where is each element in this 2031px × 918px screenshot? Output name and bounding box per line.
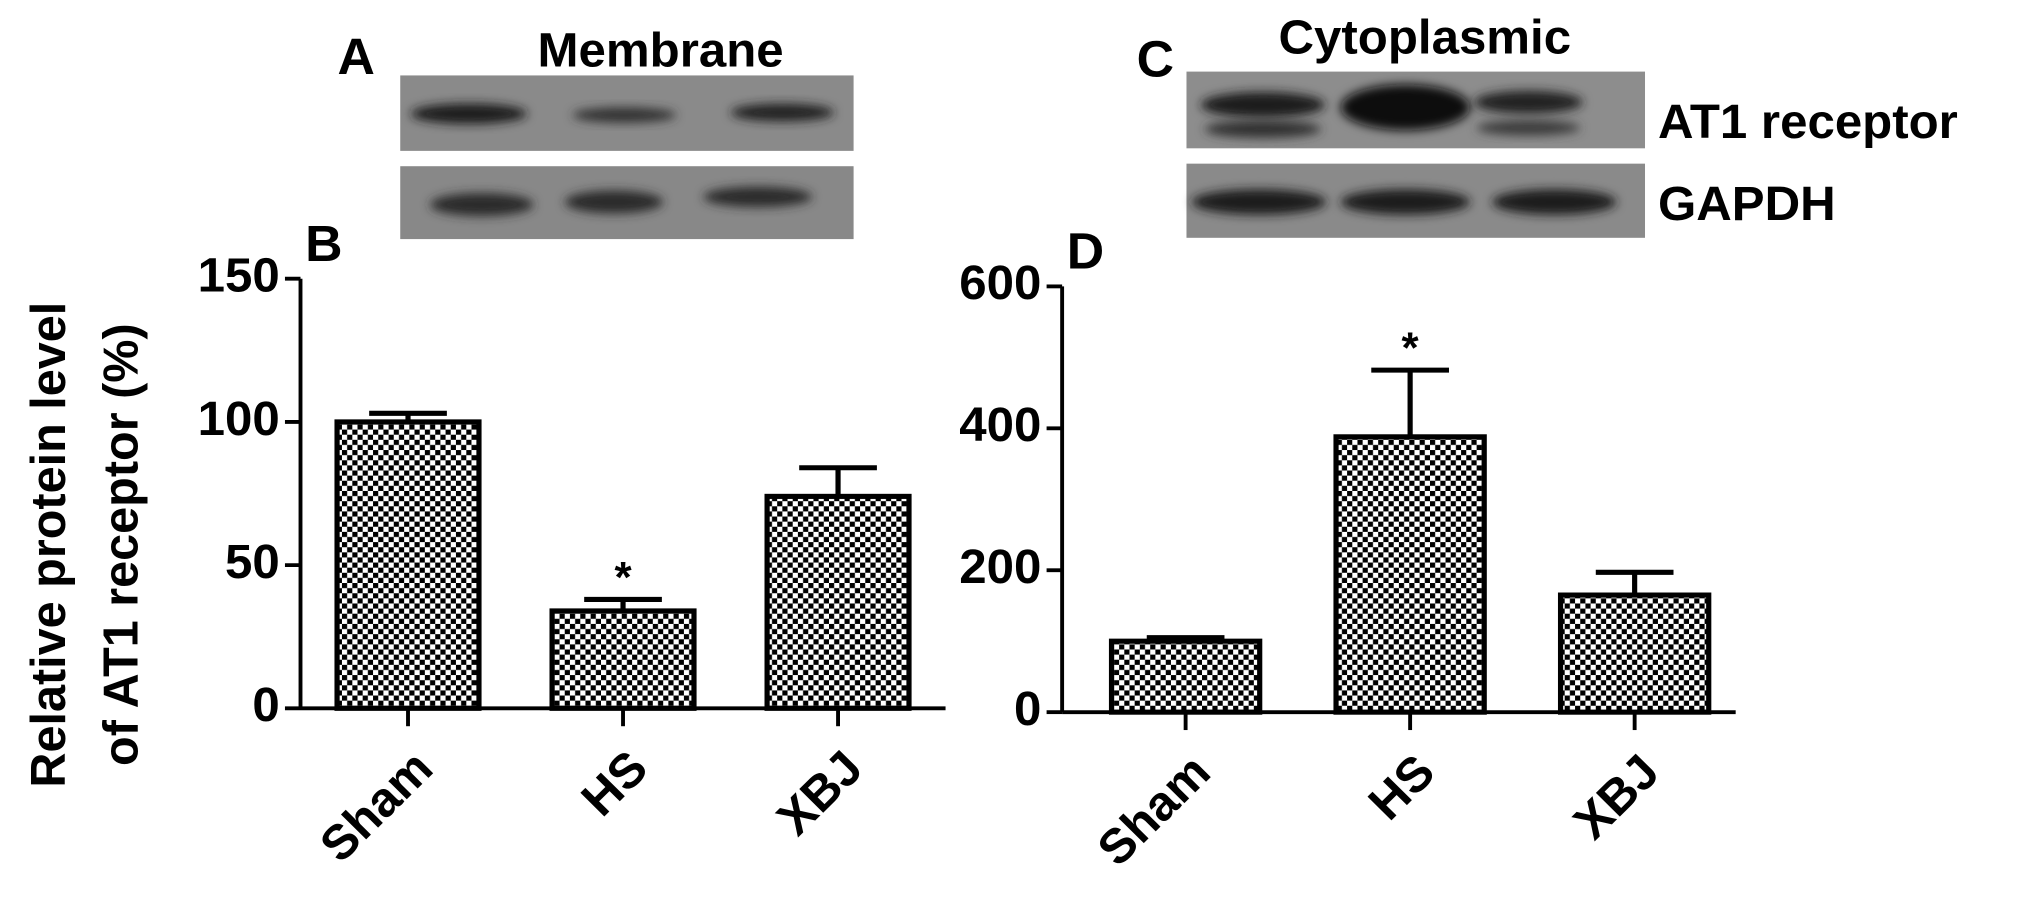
- blot-title: Cytoplasmic: [1279, 11, 1572, 65]
- bar: [334, 419, 482, 711]
- blot-row-label: AT1 receptor: [1658, 95, 1958, 149]
- bar: [1108, 638, 1263, 715]
- blot-title: Membrane: [538, 24, 784, 78]
- bar: [1333, 434, 1487, 715]
- y-tick-label: 100: [198, 392, 280, 446]
- panel-label: D: [1067, 222, 1104, 280]
- y-tick-label: 200: [959, 540, 1041, 594]
- bar: [764, 493, 912, 711]
- x-tick-label: Sham: [310, 741, 443, 872]
- y-axis-label: of AT1 receptor (%): [94, 323, 148, 766]
- x-tick-label: Sham: [1088, 745, 1221, 876]
- y-tick-label: 0: [1014, 682, 1041, 736]
- blot-membrane: [400, 75, 854, 240]
- significance-marker: *: [614, 553, 631, 602]
- panel-label: B: [305, 214, 342, 272]
- blot-row-label: GAPDH: [1658, 177, 1836, 231]
- y-axis-label: Relative protein level: [22, 302, 76, 788]
- bar: [1557, 592, 1712, 715]
- panel-label: C: [1137, 30, 1174, 88]
- y-tick-label: 600: [959, 257, 1041, 311]
- y-tick-label: 0: [252, 678, 279, 732]
- x-tick-label: XBJ: [767, 741, 873, 846]
- y-tick-label: 50: [225, 535, 280, 589]
- x-tick-label: HS: [1359, 745, 1446, 831]
- x-tick-label: XBJ: [1564, 745, 1670, 850]
- bar: [549, 608, 697, 711]
- y-tick-label: 150: [198, 249, 280, 303]
- blot-cytoplasmic: [1186, 71, 1646, 238]
- panel-label: A: [337, 27, 374, 85]
- x-tick-label: HS: [571, 741, 658, 827]
- y-tick-label: 400: [959, 398, 1041, 452]
- significance-marker: *: [1402, 324, 1419, 373]
